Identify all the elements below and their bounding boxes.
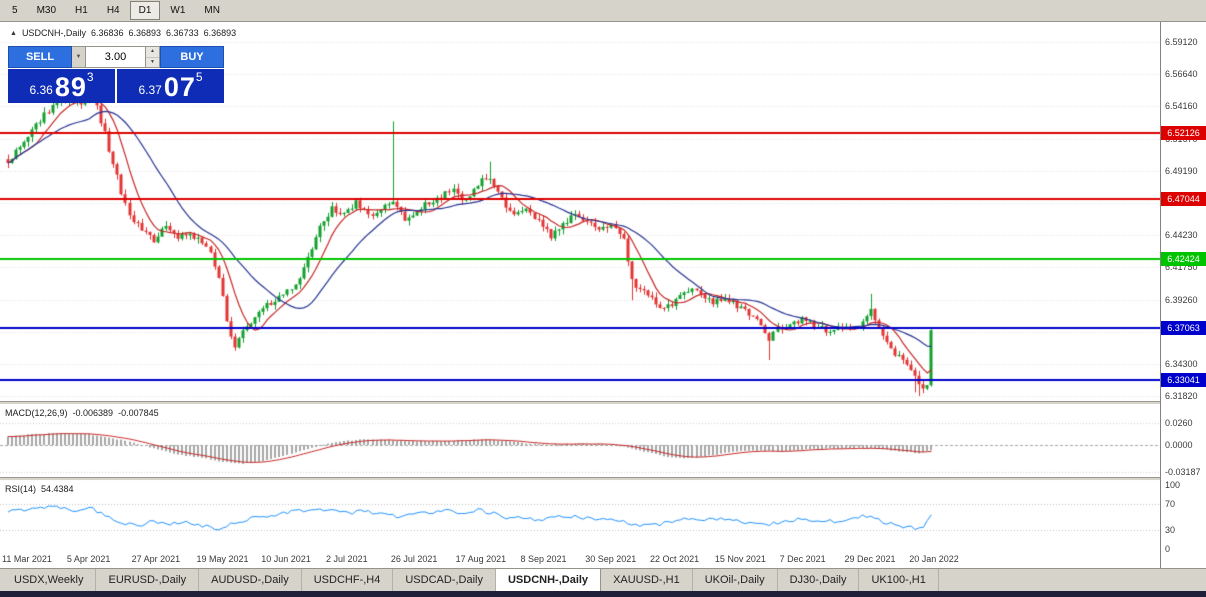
rsi-label: RSI(14) 54.4384 bbox=[5, 484, 74, 494]
time-axis-label: 17 Aug 2021 bbox=[455, 554, 507, 564]
tab-dj30-daily[interactable]: DJ30-,Daily bbox=[778, 569, 860, 591]
time-axis-label: 5 Apr 2021 bbox=[66, 554, 111, 564]
macd-label: MACD(12,26,9) -0.006389 -0.007845 bbox=[5, 408, 159, 418]
price-level-label: 6.42424 bbox=[1161, 251, 1206, 266]
time-axis-label: 22 Oct 2021 bbox=[650, 554, 700, 564]
tab-eurusd-daily[interactable]: EURUSD-,Daily bbox=[96, 569, 200, 591]
macd-value-1: -0.006389 bbox=[72, 408, 114, 418]
buy-price-big: 07 bbox=[163, 72, 196, 102]
time-axis-label: 11 Mar 2021 bbox=[2, 554, 52, 564]
time-axis-label: 7 Dec 2021 bbox=[779, 554, 826, 564]
volume-up-icon[interactable]: ▲ bbox=[146, 47, 159, 58]
time-axis-label: 29 Dec 2021 bbox=[844, 554, 896, 564]
timeframe-d1[interactable]: D1 bbox=[129, 1, 161, 20]
tab-uk100-h1[interactable]: UK100-,H1 bbox=[859, 569, 939, 591]
sell-button[interactable]: SELL bbox=[8, 46, 72, 68]
ohlc-low: 6.36733 bbox=[166, 28, 199, 38]
ohlc-high: 6.36893 bbox=[128, 28, 162, 38]
sell-price-base: 6.36 bbox=[29, 83, 53, 97]
axis-value-label: 70 bbox=[1165, 499, 1176, 510]
chart-title-bar: ▲ USDCNH-,Daily 6.36836 6.36893 6.36733 … bbox=[10, 28, 236, 38]
macd-value-2: -0.007845 bbox=[118, 408, 159, 418]
axis-value-label: 6.54160 bbox=[1165, 101, 1198, 112]
axis-value-label: 6.56640 bbox=[1165, 69, 1198, 80]
sell-price-display[interactable]: 6.36 89 3 bbox=[8, 69, 115, 103]
time-axis-label: 26 Jul 2021 bbox=[390, 554, 438, 564]
macd-name: MACD(12,26,9) bbox=[5, 408, 68, 418]
price-level-label: 6.33041 bbox=[1161, 373, 1206, 388]
trade-panel-controls: SELL ▼ ▲ ▼ BUY bbox=[8, 46, 224, 68]
axis-value-label: 6.41750 bbox=[1165, 262, 1198, 273]
axis-value-label: 0.0260 bbox=[1165, 417, 1193, 428]
time-axis-label: 30 Sep 2021 bbox=[585, 554, 637, 564]
trade-panel-prices: 6.36 89 3 6.37 07 5 bbox=[8, 69, 224, 103]
chart-symbol-period: USDCNH-,Daily bbox=[21, 28, 86, 38]
tab-audusd-daily[interactable]: AUDUSD-,Daily bbox=[199, 569, 302, 591]
axis-value-label: 0.0000 bbox=[1165, 440, 1193, 450]
time-axis-label: 19 May 2021 bbox=[196, 554, 249, 564]
rsi-indicator-canvas[interactable] bbox=[0, 481, 1160, 551]
timeframe-h4[interactable]: H4 bbox=[106, 5, 120, 16]
buy-price-base: 6.37 bbox=[138, 83, 162, 97]
tab-bar: USDX,Weekly EURUSD-,Daily AUDUSD-,Daily USD… bbox=[0, 568, 1206, 591]
buy-price-display[interactable]: 6.37 07 5 bbox=[117, 69, 224, 103]
timeframe-toolbar: 5 M30 H1 H4 D1 W1 MN bbox=[0, 0, 1206, 22]
axis-value-label: 6.34300 bbox=[1165, 358, 1198, 369]
price-level-label: 6.47044 bbox=[1161, 191, 1206, 206]
timeframe-5[interactable]: 5 bbox=[12, 5, 18, 16]
buy-price-sup: 5 bbox=[195, 70, 203, 84]
price-axis[interactable]: 6.591206.566406.541606.516706.491906.467… bbox=[1160, 22, 1206, 568]
price-level-label: 6.52126 bbox=[1161, 125, 1206, 140]
tab-usdx-weekly[interactable]: USDX,Weekly bbox=[2, 569, 97, 591]
tab-usdcnh-daily[interactable]: USDCNH-,Daily bbox=[495, 569, 602, 591]
axis-value-label: 6.44230 bbox=[1165, 230, 1198, 241]
timeframe-m30[interactable]: M30 bbox=[36, 5, 57, 16]
rsi-value: 54.4384 bbox=[41, 484, 74, 494]
tab-usdchf-h4[interactable]: USDCHF-,H4 bbox=[302, 569, 394, 591]
axis-value-label: 6.39260 bbox=[1165, 294, 1198, 305]
time-axis-label: 15 Nov 2021 bbox=[714, 554, 766, 564]
tab-ukoil-daily[interactable]: UKOil-,Daily bbox=[693, 569, 778, 591]
timeframe-mn[interactable]: MN bbox=[204, 5, 220, 16]
time-axis-label: 27 Apr 2021 bbox=[131, 554, 181, 564]
time-axis-label: 20 Jan 2022 bbox=[909, 554, 959, 564]
window-bottom-edge bbox=[0, 591, 1206, 597]
axis-value-label: 30 bbox=[1165, 524, 1176, 535]
volume-stepper: ▲ ▼ bbox=[146, 46, 160, 68]
volume-down-icon[interactable]: ▼ bbox=[146, 57, 159, 67]
buy-button[interactable]: BUY bbox=[160, 46, 224, 68]
macd-indicator-canvas[interactable] bbox=[0, 405, 1160, 477]
axis-value-label: 6.49190 bbox=[1165, 165, 1198, 176]
one-click-collapse-icon[interactable]: ▲ bbox=[10, 29, 17, 37]
sell-price-big: 89 bbox=[54, 72, 87, 102]
volume-dropdown-icon[interactable]: ▼ bbox=[72, 46, 86, 68]
ohlc-close: 6.36893 bbox=[203, 28, 237, 38]
timeframe-w1[interactable]: W1 bbox=[170, 5, 186, 16]
time-axis[interactable]: 11 Mar 2021 5 Apr 2021 27 Apr 2021 19 May 2… bbox=[0, 551, 1160, 567]
axis-value-label: 6.59120 bbox=[1165, 37, 1198, 48]
ohlc-open: 6.36836 bbox=[90, 28, 124, 38]
tab-usdcad-daily[interactable]: USDCAD-,Daily bbox=[393, 569, 496, 591]
axis-value-label: 100 bbox=[1165, 480, 1181, 490]
tab-xauusd-h1[interactable]: XAUUSD-,H1 bbox=[601, 569, 693, 591]
axis-value-label: 0 bbox=[1165, 544, 1171, 554]
axis-value-label: 6.31820 bbox=[1165, 391, 1198, 402]
time-axis-label: 10 Jun 2021 bbox=[261, 554, 311, 564]
time-axis-label: 8 Sep 2021 bbox=[520, 554, 567, 564]
sell-price-sup: 3 bbox=[86, 70, 94, 84]
timeframe-buttons: 5 M30 H1 H4 D1 W1 MN bbox=[3, 0, 230, 21]
panel-separator[interactable] bbox=[0, 477, 1206, 481]
timeframe-h1[interactable]: H1 bbox=[75, 5, 88, 16]
price-level-label: 6.37063 bbox=[1161, 321, 1206, 336]
axis-value-label: -0.03187 bbox=[1165, 467, 1201, 478]
volume-input[interactable] bbox=[86, 46, 146, 68]
rsi-name: RSI(14) bbox=[5, 484, 37, 494]
time-axis-label: 2 Jul 2021 bbox=[326, 554, 368, 564]
panel-separator[interactable] bbox=[0, 401, 1206, 405]
